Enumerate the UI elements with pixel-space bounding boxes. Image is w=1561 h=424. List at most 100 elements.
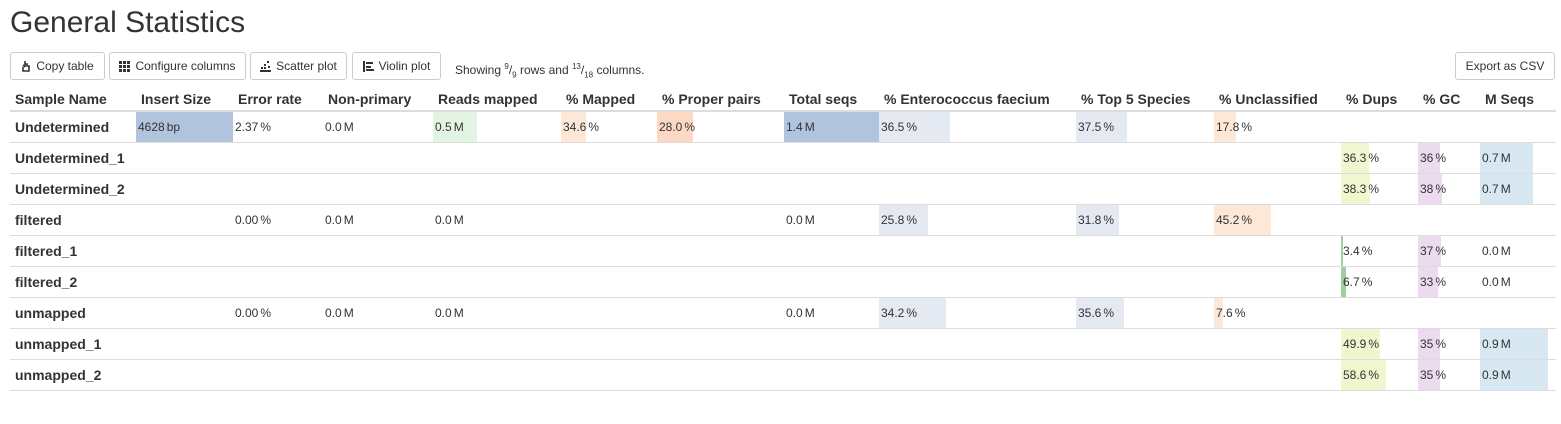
cell-pct-proper-pairs [657,235,784,267]
cell-m-seqs [1480,111,1556,143]
cell-value: 37% [1420,244,1447,258]
column-header-reads-mapped[interactable]: Reads mapped [433,88,561,112]
cell-pct-top-5-species [1076,359,1214,391]
column-header-pct-proper-pairs[interactable]: % Proper pairs [657,88,784,112]
cell-pct-unclassified [1214,359,1341,391]
cell-pct-enterococcus-faecium: 25.8% [879,204,1076,236]
cell-non-primary [323,235,433,267]
cell-value: 49.9% [1343,337,1380,351]
cell-non-primary [323,173,433,205]
cell-pct-enterococcus-faecium [879,142,1076,174]
column-header-sample-name[interactable]: Sample Name [10,88,136,112]
column-header-pct-dups[interactable]: % Dups [1341,88,1418,112]
cell-total-seqs: 1.4 M [784,111,879,143]
value-bar [1418,174,1442,204]
cell-value: 0.9 M [1482,368,1511,382]
value-bar [1341,329,1380,359]
cell-pct-gc [1418,111,1480,143]
column-header-pct-mapped[interactable]: % Mapped [561,88,657,112]
cell-pct-gc [1418,297,1480,329]
column-header-pct-gc[interactable]: % GC [1418,88,1480,112]
configure-columns-label: Configure columns [135,59,236,73]
column-header-pct-enterococcus-faecium[interactable]: % Enterococcus faecium [879,88,1076,112]
column-header-m-seqs[interactable]: M Seqs [1480,88,1556,112]
column-header-insert-size[interactable]: Insert Size [136,88,233,112]
cell-error-rate: 0.00% [233,204,323,236]
cell-value: 0.9 M [1482,337,1511,351]
value-bar [1076,298,1125,328]
cell-total-seqs [784,266,879,298]
cell-insert-size [136,142,233,174]
column-header-pct-unclassified[interactable]: % Unclassified [1214,88,1341,112]
cell-value: 0.0 M [325,120,354,134]
table-row: Undetermined_1 36.3% 36% 0.7 M [10,142,1556,174]
scatter-plot-button[interactable]: Scatter plot [250,52,347,80]
cell-insert-size [136,204,233,236]
cell-reads-mapped [433,173,561,205]
cell-pct-dups [1341,204,1418,236]
column-header-total-seqs[interactable]: Total seqs [784,88,879,112]
value-bar [657,112,693,142]
cell-pct-unclassified [1214,266,1341,298]
cell-pct-mapped [561,142,657,174]
cell-pct-dups: 3.4% [1341,235,1418,267]
value-bar [1418,236,1441,266]
column-header-pct-top-5-species[interactable]: % Top 5 Species [1076,88,1214,112]
copy-table-button[interactable]: Copy table [10,52,105,80]
cell-pct-mapped [561,266,657,298]
cell-non-primary [323,328,433,360]
cell-pct-mapped [561,297,657,329]
cell-pct-proper-pairs [657,266,784,298]
value-bar [1480,174,1534,204]
cell-reads-mapped: 0.0 M [433,204,561,236]
sample-name-cell: unmapped [10,297,136,329]
cell-error-rate [233,173,323,205]
cell-value: 35% [1420,337,1447,351]
cell-non-primary [323,142,433,174]
cell-pct-proper-pairs [657,142,784,174]
cell-value: 35% [1420,368,1447,382]
sample-name-cell: Undetermined [10,111,136,143]
cell-pct-mapped [561,173,657,205]
scatter-icon [260,60,272,72]
cell-pct-dups [1341,297,1418,329]
cell-value: 34.6% [563,120,600,134]
export-csv-button[interactable]: Export as CSV [1455,52,1555,80]
cell-value: 0.0 M [786,306,815,320]
cell-error-rate: 0.00% [233,297,323,329]
table-row: unmapped 0.00% 0.0 M 0.0 M 0.0 M 34.2% 35.6% 7.6% [10,297,1556,329]
cell-pct-top-5-species: 35.6% [1076,297,1214,329]
cell-pct-enterococcus-faecium [879,359,1076,391]
cell-value: 58.6% [1343,368,1380,382]
cell-pct-dups [1341,111,1418,143]
cell-pct-gc: 36% [1418,142,1480,174]
cell-reads-mapped [433,359,561,391]
configure-columns-button[interactable]: Configure columns [109,52,246,80]
cell-value: 7.6% [1216,306,1246,320]
column-header-non-primary[interactable]: Non-primary [323,88,433,112]
column-header-error-rate[interactable]: Error rate [233,88,323,112]
cell-insert-size [136,328,233,360]
violin-icon [362,60,374,72]
cell-m-seqs: 0.7 M [1480,173,1556,205]
cell-error-rate [233,328,323,360]
cell-error-rate [233,235,323,267]
violin-plot-button[interactable]: Violin plot [352,52,441,80]
cell-pct-unclassified: 17.8% [1214,111,1341,143]
cell-value: 37.5% [1078,120,1115,134]
cell-pct-enterococcus-faecium: 34.2% [879,297,1076,329]
value-bar [433,112,477,142]
cell-pct-unclassified: 45.2% [1214,204,1341,236]
copy-icon [21,60,31,72]
cell-insert-size [136,297,233,329]
sample-name-cell: unmapped_1 [10,328,136,360]
cell-total-seqs [784,173,879,205]
cell-pct-enterococcus-faecium [879,173,1076,205]
cell-reads-mapped [433,328,561,360]
cell-value: 36.5% [881,120,918,134]
cell-value: 0.0 M [1482,244,1511,258]
cell-value: 38% [1420,182,1447,196]
sample-name-cell: filtered [10,204,136,236]
value-bar [1418,267,1439,297]
cell-value: 0.00% [235,306,272,320]
